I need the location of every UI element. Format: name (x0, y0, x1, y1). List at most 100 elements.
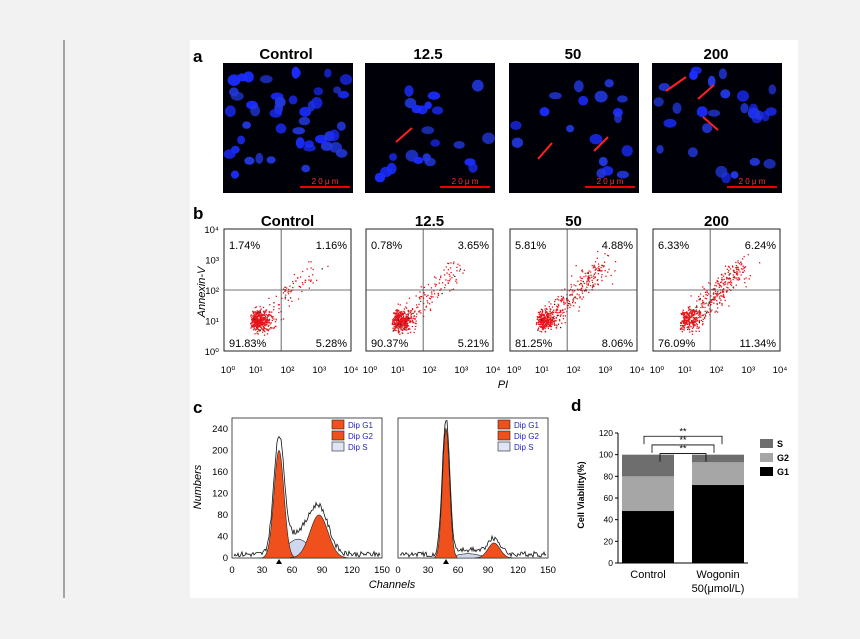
nucleus (333, 86, 342, 94)
event-dot (252, 320, 254, 323)
event-dot (721, 279, 724, 281)
event-dot (701, 305, 703, 307)
event-dot (399, 316, 401, 318)
event-dot (708, 301, 710, 304)
nucleus (274, 96, 286, 108)
event-dot (396, 326, 398, 328)
event-dot (257, 322, 259, 324)
event-dot (405, 317, 407, 320)
event-dot (554, 324, 556, 326)
event-dot (688, 328, 691, 331)
event-dot (459, 264, 461, 267)
event-dot (544, 324, 546, 326)
event-dot (405, 322, 408, 324)
event-dot (448, 273, 450, 276)
event-dot (396, 309, 398, 311)
event-dot (733, 269, 735, 271)
event-dot (718, 296, 721, 298)
event-dot (257, 314, 259, 317)
event-dot (394, 315, 397, 317)
event-dot (547, 316, 549, 319)
event-dot (274, 325, 276, 327)
significance-stars: ** (679, 426, 687, 436)
event-dot (690, 312, 693, 314)
nucleus (614, 112, 622, 124)
event-dot (265, 319, 267, 321)
event-dot (714, 311, 716, 313)
raw-histogram-trace (399, 420, 547, 558)
event-dot (262, 318, 264, 320)
event-dot (704, 291, 707, 293)
event-dot (251, 326, 253, 328)
event-dot (427, 283, 430, 286)
event-dot (399, 304, 401, 306)
event-dot (456, 282, 458, 284)
event-dot (590, 274, 592, 276)
event-dot (401, 313, 403, 315)
event-dot (440, 276, 442, 279)
event-dot (594, 266, 596, 268)
event-dot (254, 321, 256, 323)
event-dot (725, 283, 727, 285)
event-dot (742, 268, 744, 270)
event-dot (405, 321, 407, 323)
event-dot (405, 314, 407, 316)
event-dot (601, 279, 603, 282)
event-dot (555, 320, 557, 322)
event-dot (423, 315, 425, 318)
event-dot (693, 324, 695, 327)
event-dot (727, 278, 730, 280)
event-dot (740, 274, 742, 276)
event-dot (256, 322, 258, 324)
event-dot (683, 320, 685, 323)
event-dot (580, 277, 582, 279)
event-dot (567, 299, 569, 301)
event-dot (570, 283, 572, 286)
event-dot (394, 318, 396, 320)
event-dot (560, 326, 562, 329)
event-dot (690, 310, 692, 312)
event-dot (282, 292, 285, 294)
event-dot (259, 313, 261, 315)
y-tick-label: 200 (212, 445, 228, 456)
event-dot (684, 323, 686, 325)
event-dot (743, 267, 745, 269)
event-dot (708, 302, 710, 304)
event-dot (440, 288, 442, 290)
event-dot (400, 319, 403, 322)
event-dot (258, 315, 260, 318)
event-dot (259, 330, 261, 332)
event-dot (597, 279, 599, 281)
event-dot (538, 320, 541, 323)
event-dot (266, 318, 269, 321)
event-dot (264, 315, 267, 318)
event-dot (445, 266, 447, 268)
event-dot (256, 327, 259, 329)
event-dot (540, 324, 542, 326)
event-dot (405, 320, 408, 323)
event-dot (447, 282, 450, 284)
event-dot (542, 328, 544, 330)
event-dot (391, 323, 394, 325)
event-dot (405, 307, 408, 309)
event-dot (562, 296, 564, 298)
nucleus (389, 153, 398, 161)
event-dot (253, 321, 255, 324)
red-arrow (665, 76, 687, 92)
event-dot (403, 311, 406, 313)
event-dot (256, 310, 258, 312)
event-dot (538, 316, 540, 318)
event-dot (685, 312, 687, 314)
event-dot (696, 320, 698, 322)
legend-swatch (331, 430, 345, 441)
event-dot (447, 280, 449, 282)
event-dot (253, 317, 255, 319)
event-dot (702, 299, 704, 302)
event-dot (447, 269, 449, 271)
event-dot (693, 309, 695, 311)
event-dot (588, 276, 591, 279)
legend-label: Dip S (348, 443, 368, 452)
event-dot (726, 291, 728, 293)
